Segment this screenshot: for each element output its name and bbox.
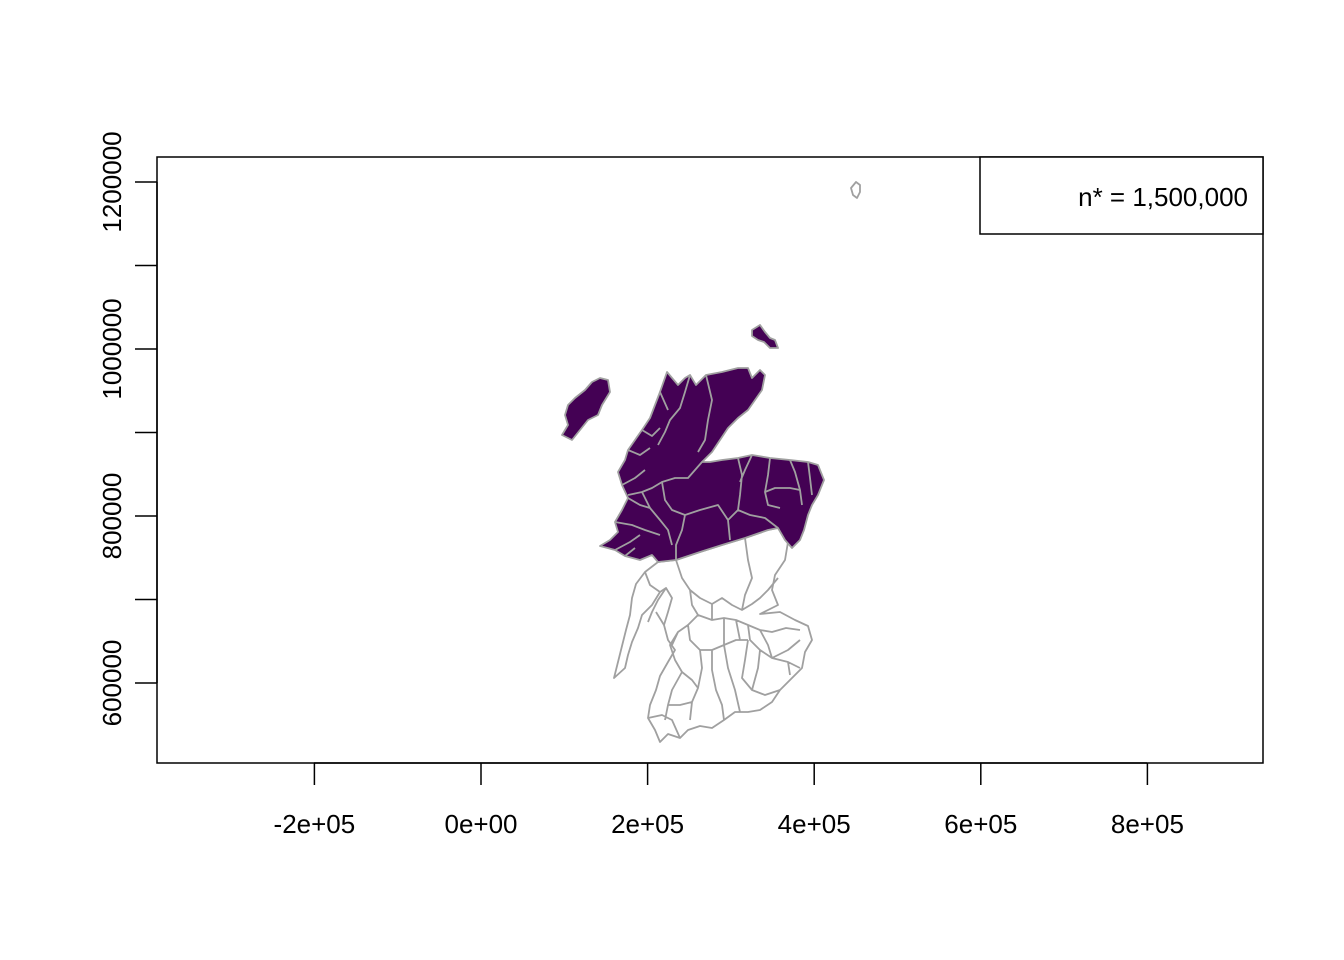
legend-text: n* = 1,500,000 <box>1078 182 1248 212</box>
legend: n* = 1,500,000 <box>979 156 1264 235</box>
region-south-outline <box>613 527 813 743</box>
y-tick-label: 600000 <box>97 640 127 727</box>
region-boundary <box>647 537 801 739</box>
x-tick-label: 2e+05 <box>611 809 684 839</box>
y-axis: 600000 800000 1000000 1200000 <box>97 131 158 726</box>
y-tick-label: 1200000 <box>97 131 127 232</box>
map-regions <box>561 181 861 743</box>
region-inner-boundaries <box>614 374 813 560</box>
y-tick-label: 800000 <box>97 473 127 560</box>
unselected-regions <box>613 527 813 743</box>
region-orkney <box>751 324 779 349</box>
region-west-coast <box>644 571 667 626</box>
x-tick-label: 6e+05 <box>944 809 1017 839</box>
x-tick-label: 0e+00 <box>444 809 517 839</box>
legend-box <box>979 156 1264 235</box>
region-skye <box>561 377 611 441</box>
x-tick-label: 4e+05 <box>778 809 851 839</box>
region-shetland <box>850 181 861 199</box>
x-tick-label: -2e+05 <box>274 809 356 839</box>
x-ticks: -2e+05 0e+00 2e+05 4e+05 6e+05 8e+05 <box>274 763 1184 839</box>
y-tick-label: 1000000 <box>97 298 127 399</box>
selected-regions <box>561 324 825 563</box>
x-tick-label: 8e+05 <box>1111 809 1184 839</box>
y-ticks: 600000 800000 1000000 1200000 <box>97 131 157 726</box>
region-west-sea-lochs <box>614 427 661 557</box>
region-north-mainland <box>599 367 825 563</box>
x-axis: -2e+05 0e+00 2e+05 4e+05 6e+05 8e+05 <box>274 762 1184 839</box>
